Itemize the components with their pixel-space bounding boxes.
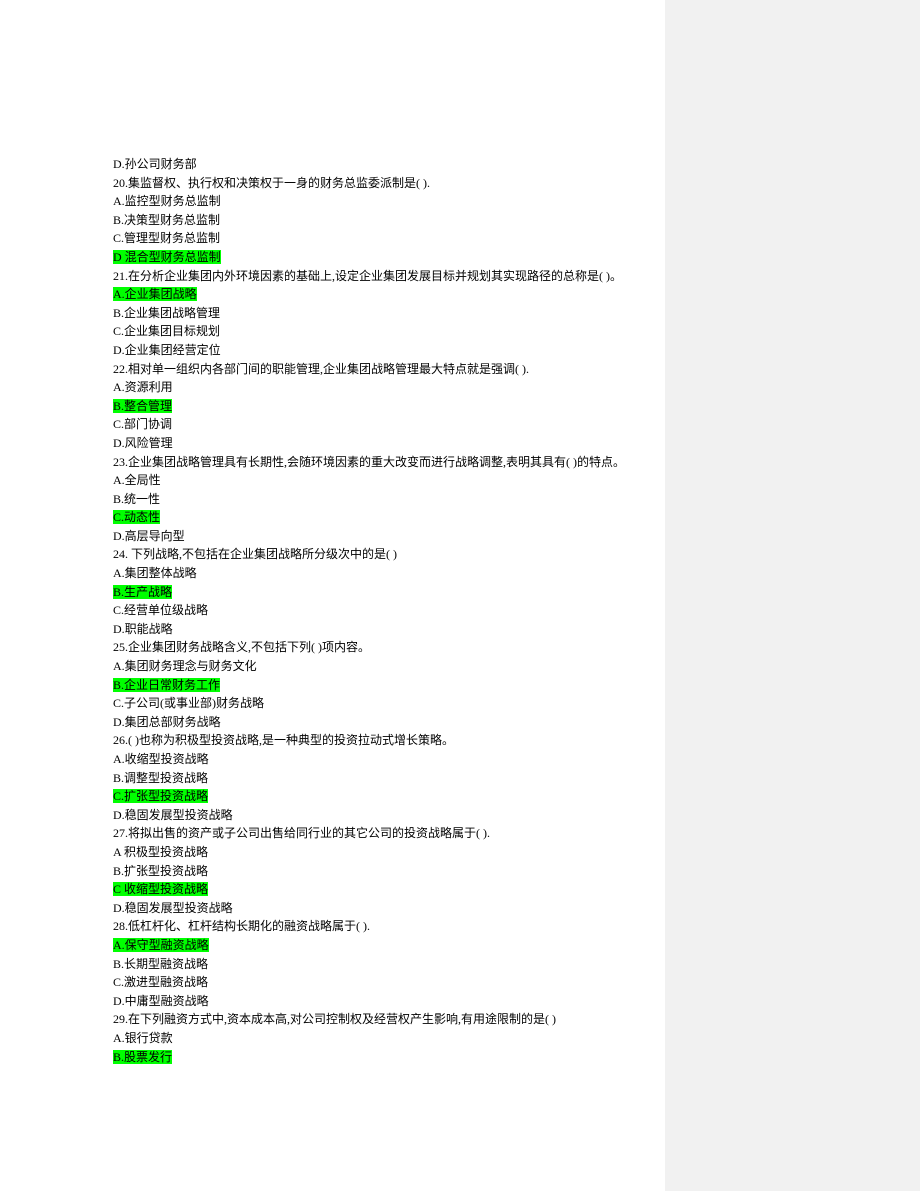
text-line: D.稳固发展型投资战略 bbox=[113, 899, 552, 918]
highlighted-answer: B.生产战略 bbox=[113, 585, 172, 599]
text-line: A.银行贷款 bbox=[113, 1029, 552, 1048]
text-line: B.长期型融资战略 bbox=[113, 955, 552, 974]
highlighted-answer: C.动态性 bbox=[113, 510, 160, 524]
highlighted-answer: D 混合型财务总监制 bbox=[113, 250, 221, 264]
highlighted-answer: C.扩张型投资战略 bbox=[113, 789, 208, 803]
text-line: D.企业集团经营定位 bbox=[113, 341, 552, 360]
text-line: C.管理型财务总监制 bbox=[113, 229, 552, 248]
text-line: 29.在下列融资方式中,资本成本高,对公司控制权及经营权产生影响,有用途限制的是… bbox=[113, 1010, 552, 1029]
text-line: 26.( )也称为积极型投资战略,是一种典型的投资拉动式增长策略。 bbox=[113, 731, 552, 750]
highlighted-answer: A.保守型融资战略 bbox=[113, 938, 209, 952]
highlighted-answer: C 收缩型投资战略 bbox=[113, 882, 208, 896]
text-line: D 混合型财务总监制 bbox=[113, 248, 552, 267]
text-line: 20.集监督权、执行权和决策权于一身的财务总监委派制是( ). bbox=[113, 174, 552, 193]
text-line: D.孙公司财务部 bbox=[113, 155, 552, 174]
text-line: 24. 下列战略,不包括在企业集团战略所分级次中的是( ) bbox=[113, 545, 552, 564]
text-line: B.股票发行 bbox=[113, 1048, 552, 1067]
text-line: 21.在分析企业集团内外环境因素的基础上,设定企业集团发展目标并规划其实现路径的… bbox=[113, 267, 552, 286]
text-line: D.风险管理 bbox=[113, 434, 552, 453]
text-line: C.扩张型投资战略 bbox=[113, 787, 552, 806]
text-line: B.整合管理 bbox=[113, 397, 552, 416]
text-line: D.中庸型融资战略 bbox=[113, 992, 552, 1011]
text-line: 27.将拟出售的资产或子公司出售给同行业的其它公司的投资战略属于( ). bbox=[113, 824, 552, 843]
text-line: B.调整型投资战略 bbox=[113, 769, 552, 788]
text-line: 22.相对单一组织内各部门间的职能管理,企业集团战略管理最大特点就是强调( ). bbox=[113, 360, 552, 379]
text-line: A.保守型融资战略 bbox=[113, 936, 552, 955]
text-line: A.监控型财务总监制 bbox=[113, 192, 552, 211]
highlighted-answer: B.股票发行 bbox=[113, 1050, 172, 1064]
text-line: A.收缩型投资战略 bbox=[113, 750, 552, 769]
text-line: C.子公司(或事业部)财务战略 bbox=[113, 694, 552, 713]
highlighted-answer: B.企业日常财务工作 bbox=[113, 678, 220, 692]
text-line: A.全局性 bbox=[113, 471, 552, 490]
highlighted-answer: B.整合管理 bbox=[113, 399, 172, 413]
text-line: B.扩张型投资战略 bbox=[113, 862, 552, 881]
page-container: D.孙公司财务部20.集监督权、执行权和决策权于一身的财务总监委派制是( ).A… bbox=[0, 0, 920, 1191]
text-line: C.经营单位级战略 bbox=[113, 601, 552, 620]
text-line: A.企业集团战略 bbox=[113, 285, 552, 304]
text-line: C.部门协调 bbox=[113, 415, 552, 434]
text-line: C.动态性 bbox=[113, 508, 552, 527]
text-line: C.激进型融资战略 bbox=[113, 973, 552, 992]
text-line: B.生产战略 bbox=[113, 583, 552, 602]
text-line: D.稳固发展型投资战略 bbox=[113, 806, 552, 825]
text-line: B.决策型财务总监制 bbox=[113, 211, 552, 230]
text-line: B.企业集团战略管理 bbox=[113, 304, 552, 323]
text-line: D.职能战略 bbox=[113, 620, 552, 639]
text-line: B.统一性 bbox=[113, 490, 552, 509]
text-line: A.资源利用 bbox=[113, 378, 552, 397]
text-line: A 积极型投资战略 bbox=[113, 843, 552, 862]
text-line: C 收缩型投资战略 bbox=[113, 880, 552, 899]
text-line: D.高层导向型 bbox=[113, 527, 552, 546]
text-line: A.集团整体战略 bbox=[113, 564, 552, 583]
text-line: D.集团总部财务战略 bbox=[113, 713, 552, 732]
highlighted-answer: A.企业集团战略 bbox=[113, 287, 197, 301]
text-line: C.企业集团目标规划 bbox=[113, 322, 552, 341]
text-line: B.企业日常财务工作 bbox=[113, 676, 552, 695]
text-line: 25.企业集团财务战略含义,不包括下列( )项内容。 bbox=[113, 638, 552, 657]
text-line: 23.企业集团战略管理具有长期性,会随环境因素的重大改变而进行战略调整,表明其具… bbox=[113, 453, 552, 472]
text-line: A.集团财务理念与财务文化 bbox=[113, 657, 552, 676]
sidebar-panel bbox=[665, 0, 920, 1191]
text-line: 28.低杠杆化、杠杆结构长期化的融资战略属于( ). bbox=[113, 917, 552, 936]
document-content: D.孙公司财务部20.集监督权、执行权和决策权于一身的财务总监委派制是( ).A… bbox=[0, 0, 552, 1191]
